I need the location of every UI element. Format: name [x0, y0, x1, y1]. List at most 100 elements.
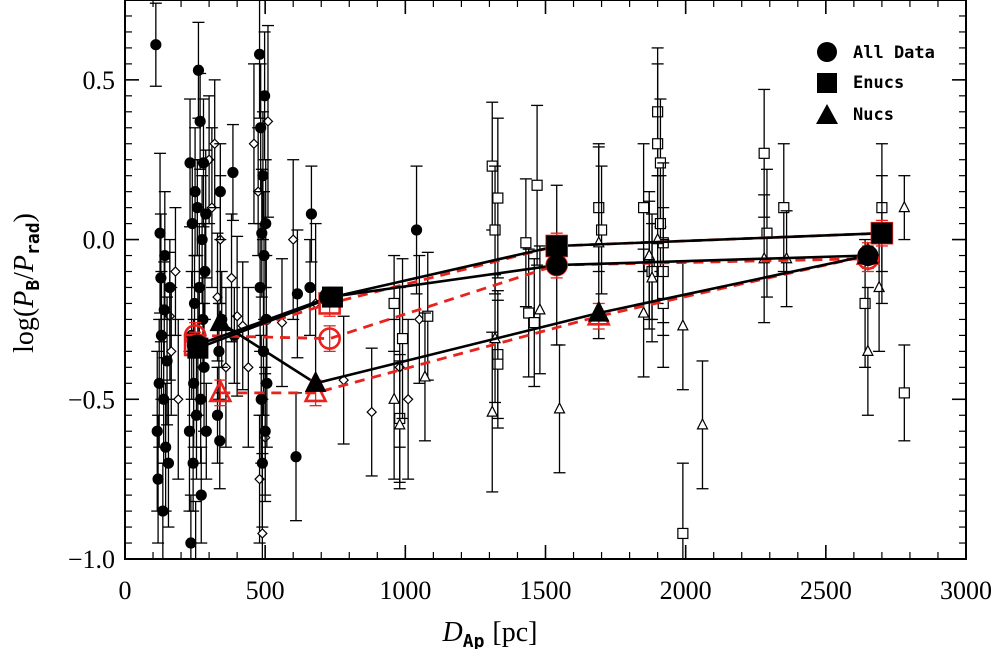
square-point-27 — [758, 147, 770, 159]
circle-point-42 — [214, 435, 226, 447]
square-point-29 — [778, 202, 790, 214]
circle-point-13 — [162, 457, 175, 469]
circle-point-40 — [211, 409, 224, 421]
circle-point-17 — [185, 537, 197, 549]
triangle-point-9 — [643, 248, 656, 261]
square-point-11 — [528, 317, 540, 329]
circle-point-2 — [152, 473, 164, 485]
y-axis-title-den: P — [9, 255, 40, 273]
x-tick-label-1: 500 — [246, 576, 285, 605]
legend-label-nucs: Nucs — [853, 105, 894, 125]
circle-point-32 — [195, 489, 207, 501]
triangle-point-13 — [696, 417, 709, 430]
circle-point-56 — [259, 90, 271, 102]
circle-point-10 — [159, 249, 171, 262]
triangle-point-6 — [553, 401, 566, 414]
black-binned-triangle-0 — [209, 310, 232, 332]
y-axis-title: log(PB/Prad) — [9, 213, 44, 353]
circle-point-15 — [183, 425, 196, 437]
triangle-point-19 — [898, 200, 911, 213]
y-axis-title-num: P — [9, 291, 40, 309]
triangle-point-16 — [861, 344, 874, 356]
square-point-16 — [638, 202, 650, 214]
black-square-binned-line — [197, 231, 882, 350]
diamond-point-20 — [276, 317, 288, 328]
triangle-point-8 — [637, 305, 650, 318]
legend-circle-marker — [817, 42, 837, 62]
diamond-point-14 — [248, 138, 260, 150]
circle-point-38 — [200, 208, 212, 220]
square-point-5 — [489, 224, 501, 236]
x-axis-title-sub: Ap — [463, 631, 485, 649]
circle-point-45 — [227, 166, 239, 179]
circle-point-14 — [164, 281, 176, 294]
triangle-point-17 — [873, 280, 886, 293]
binned-markers-layer — [183, 219, 894, 407]
x-axis-title-unit: [pc] — [492, 617, 537, 648]
square-point-12 — [531, 179, 543, 191]
square-point-22 — [654, 218, 667, 230]
circle-point-4 — [154, 227, 166, 239]
circle-point-26 — [191, 202, 203, 214]
square-point-6 — [492, 192, 504, 204]
black-binned-circle-2 — [546, 254, 568, 276]
x-tick-label-3: 1500 — [520, 576, 572, 605]
circle-point-12 — [161, 355, 173, 367]
diamond-point-3 — [172, 393, 184, 405]
black-binned-triangle-1 — [304, 370, 327, 392]
circle-point-24 — [191, 560, 201, 570]
square-point-15 — [595, 224, 608, 236]
x-tick-label-6: 3000 — [940, 576, 992, 605]
circle-point-60 — [261, 377, 273, 389]
triangle-point-10 — [646, 270, 659, 283]
black-binned-square-0 — [187, 337, 209, 359]
circle-point-36 — [198, 361, 210, 373]
black-binned-triangle-2 — [587, 300, 610, 322]
black-binned-square-1 — [321, 286, 343, 308]
red-binned-triangle-0 — [208, 378, 233, 403]
diamond-point-2 — [170, 266, 181, 277]
y-tick-label-1: −0.5 — [68, 385, 115, 414]
x-tick-label-0: 0 — [119, 576, 132, 605]
triangle-point-2 — [418, 369, 431, 382]
circle-point-62 — [291, 288, 304, 300]
triangle-point-3 — [486, 404, 499, 417]
x-axis-title-main: D — [442, 617, 463, 648]
legend-square-marker — [817, 73, 837, 93]
plot-frame — [124, 0, 967, 560]
diamond-point-21 — [287, 234, 299, 245]
circle-point-64 — [305, 208, 318, 220]
black-circle-binned-line — [196, 254, 868, 347]
y-axis-title-suffix: ) — [9, 213, 40, 222]
circle-point-63 — [304, 281, 316, 294]
x-axis-title: DAp [pc] — [442, 617, 538, 649]
circle-point-61 — [290, 451, 302, 463]
square-point-9 — [520, 237, 532, 249]
diamond-point-17 — [257, 528, 268, 539]
circle-point-53 — [257, 170, 269, 182]
x-tick-label-2: 1000 — [379, 576, 431, 605]
legend-label-all-data: All Data — [853, 43, 935, 63]
circle-point-37 — [199, 265, 211, 278]
diamond-point-13 — [242, 361, 254, 373]
square-point-20 — [652, 138, 664, 150]
square-point-30 — [859, 297, 871, 310]
black-triangle-binned-line — [219, 254, 869, 385]
legend-triangle-marker — [816, 104, 838, 124]
circle-point-23 — [189, 186, 201, 198]
red-triangle-binned-line — [220, 254, 869, 395]
legend: All Data Enucs Nucs — [816, 42, 935, 125]
triangle-point-1 — [393, 417, 406, 430]
circle-point-41 — [213, 345, 225, 357]
binned-lines-layer — [194, 231, 882, 395]
red-circle-binned-line — [195, 257, 868, 341]
circle-point-28 — [192, 64, 205, 76]
square-point-32 — [898, 387, 910, 399]
circle-point-0 — [150, 39, 162, 51]
circle-point-30 — [194, 115, 206, 127]
square-point-10 — [523, 307, 535, 319]
square-point-8 — [492, 358, 504, 370]
x-tick-label-4: 2000 — [660, 576, 712, 605]
circle-point-47 — [253, 48, 266, 60]
